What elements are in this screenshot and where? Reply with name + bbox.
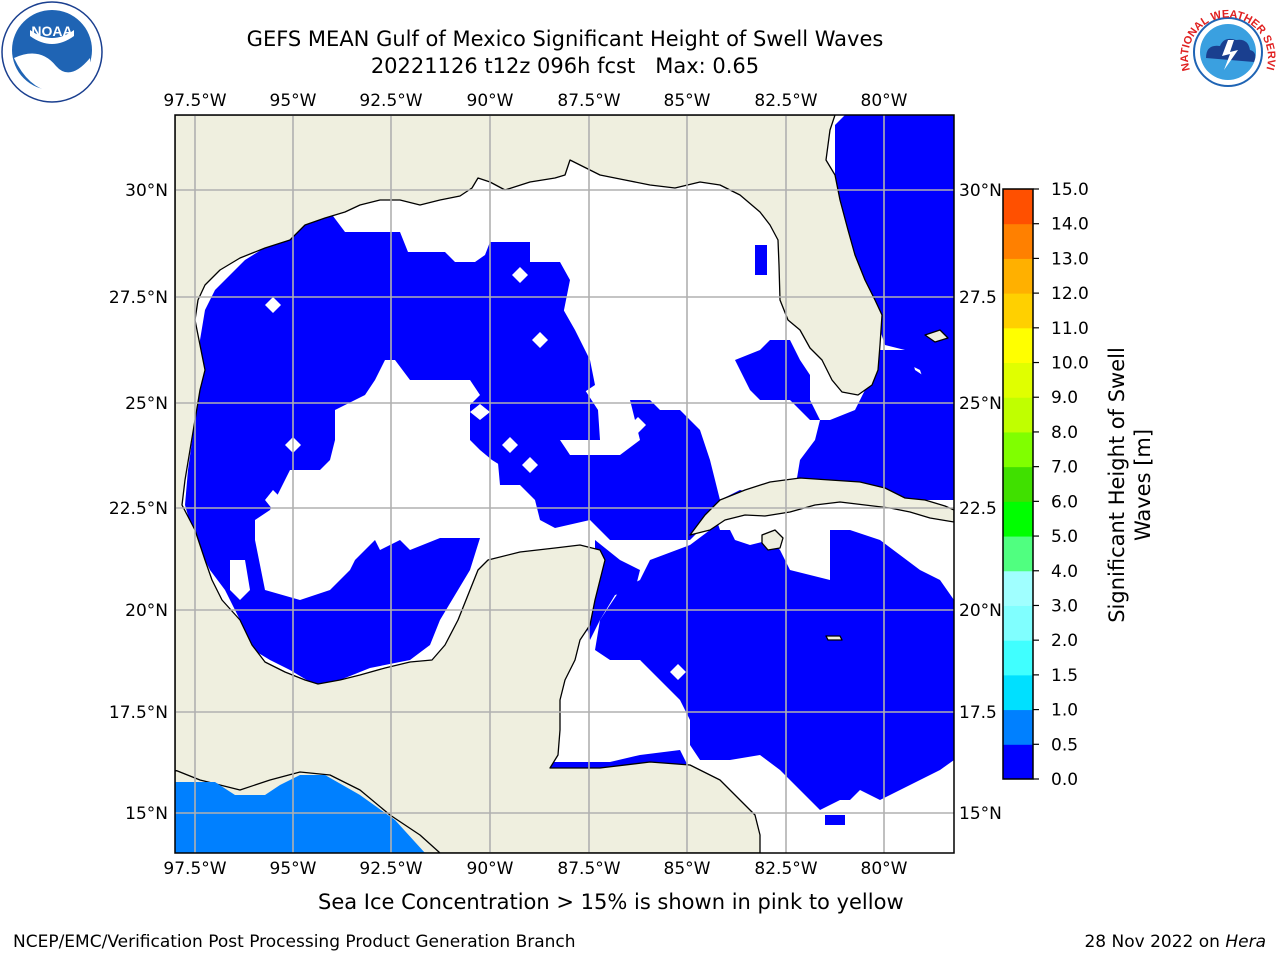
colorbar-label-line1: Significant Height of Swell <box>1105 347 1129 623</box>
land-small-island <box>825 635 843 641</box>
colorbar-tick-label: 7.0 <box>1051 458 1078 478</box>
colorbar-tick-label: 5.0 <box>1051 527 1078 547</box>
colorbar-segment <box>1003 431 1033 468</box>
colorbar-segment <box>1003 397 1033 433</box>
colorbar-tick-label: 13.0 <box>1051 249 1089 269</box>
colorbar-segment <box>1003 466 1033 502</box>
colorbar-segment <box>1003 362 1033 398</box>
lat-label-right: 20°N <box>959 601 1002 621</box>
colorbar-tick-label: 4.0 <box>1051 562 1078 582</box>
lat-label-right: 27.5 <box>959 288 997 308</box>
land-cuba <box>689 477 954 536</box>
lon-label-bottom: 80°W <box>861 859 908 879</box>
noaa-logo-text: NOAA <box>31 23 72 39</box>
colorbar-segment <box>1003 640 1033 676</box>
colorbar-frame <box>1002 188 1034 780</box>
swell-region-atlantic <box>835 115 954 420</box>
lat-label-right: 30°N <box>959 181 1002 201</box>
lon-label-top: 87.5°W <box>557 91 620 111</box>
lon-labels-top: 97.5°W 95°W 92.5°W 90°W 87.5°W 85°W 82.5°W 80°W <box>163 91 907 111</box>
lon-label-bottom: 87.5°W <box>557 859 620 879</box>
colorbar-tick-label: 6.0 <box>1051 492 1078 512</box>
lat-label-right: 17.5 <box>959 703 997 723</box>
colorbar-tick-label: 2.0 <box>1051 631 1078 651</box>
sea-ice-note: Sea Ice Concentration > 15% is shown in … <box>318 890 904 914</box>
map-grid <box>175 115 954 853</box>
colorbar-segment <box>1003 258 1033 294</box>
lat-label-left: 22.5°N <box>109 499 168 519</box>
colorbar-segment <box>1003 223 1033 259</box>
lat-label-left: 20°N <box>125 601 168 621</box>
lon-label-bottom: 95°W <box>270 859 317 879</box>
land-bahamas <box>924 329 949 343</box>
map-subtitle-forecast: 20221126 t12z 096h fcst Max: 0.65 <box>370 54 760 78</box>
footer-machine: Hera <box>1225 932 1266 952</box>
lon-label-bottom: 82.5°W <box>754 859 817 879</box>
colorbar-segment <box>1003 605 1033 641</box>
nws-logo: NATIONAL WEATHER SERVICE <box>1176 0 1278 102</box>
lon-label-top: 97.5°W <box>163 91 226 111</box>
map-title: GEFS MEAN Gulf of Mexico Significant Hei… <box>246 27 884 51</box>
lon-label-bottom: 92.5°W <box>359 859 422 879</box>
colorbar-segment <box>1003 293 1033 329</box>
colorbar-tick-label: 0.0 <box>1051 770 1078 790</box>
colorbar-tick-label: 8.0 <box>1051 423 1078 443</box>
lat-label-right: 15°N <box>959 804 1002 824</box>
colorbar-segment <box>1003 189 1033 225</box>
lat-label-left: 27.5°N <box>109 288 168 308</box>
colorbar-label-line2: Waves [m] <box>1131 429 1155 541</box>
colorbar-segment <box>1003 674 1033 711</box>
lon-label-top: 85°W <box>664 91 711 111</box>
lon-label-top: 82.5°W <box>754 91 817 111</box>
swell-cell <box>755 245 767 275</box>
lon-label-bottom: 90°W <box>467 859 514 879</box>
colorbar-tick-label: 3.0 <box>1051 596 1078 616</box>
colorbar-segment <box>1003 327 1033 364</box>
colorbar: 0.0 0.5 1.0 1.5 2.0 3.0 4.0 5.0 6.0 7.0 8.0 9.0 10.0… <box>1002 180 1089 790</box>
lat-label-left: 25°N <box>125 394 168 414</box>
lat-labels-right: 30°N 27.5 25°N 22.5 20°N 17.5 15°N <box>959 181 1002 824</box>
colorbar-segment <box>1003 709 1033 745</box>
swell-region-pacific <box>175 775 425 853</box>
noaa-logo: NOAA <box>1 1 103 103</box>
lat-label-left: 15°N <box>125 804 168 824</box>
lon-label-top: 95°W <box>270 91 317 111</box>
swell-cell <box>825 815 845 825</box>
colorbar-tick-label: 11.0 <box>1051 319 1089 339</box>
swell-region-east <box>595 340 954 810</box>
colorbar-tick-label: 14.0 <box>1051 215 1089 235</box>
lon-label-top: 80°W <box>861 91 908 111</box>
lat-labels-left: 30°N 27.5°N 25°N 22.5°N 20°N 17.5°N 15°N <box>109 181 168 824</box>
lat-label-left: 30°N <box>125 181 168 201</box>
footer-date-text: 28 Nov 2022 on <box>1084 932 1226 952</box>
colorbar-segment <box>1003 744 1033 780</box>
colorbar-tick-label: 10.0 <box>1051 354 1089 374</box>
lon-labels-bottom: 97.5°W 95°W 92.5°W 90°W 87.5°W 85°W 82.5°W 80°W <box>163 859 907 879</box>
colorbar-tick-label: 1.5 <box>1051 666 1078 686</box>
footer-date: 28 Nov 2022 on Hera <box>1084 932 1266 952</box>
lat-label-right: 22.5 <box>959 499 997 519</box>
footer-branch: NCEP/EMC/Verification Post Processing Pr… <box>13 932 576 952</box>
lon-label-bottom: 97.5°W <box>163 859 226 879</box>
colorbar-tick-label: 12.0 <box>1051 284 1089 304</box>
land-north-america <box>175 115 883 853</box>
map-frame <box>174 114 955 854</box>
lon-label-top: 92.5°W <box>359 91 422 111</box>
colorbar-tick-label: 0.5 <box>1051 735 1078 755</box>
lon-label-top: 90°W <box>467 91 514 111</box>
colorbar-segment <box>1003 570 1033 606</box>
colorbar-tick-label: 15.0 <box>1051 180 1089 200</box>
land-isle-of-youth <box>761 529 784 551</box>
lon-label-bottom: 85°W <box>664 859 711 879</box>
land <box>175 115 954 853</box>
lat-label-right: 25°N <box>959 394 1002 414</box>
colorbar-tick-label: 9.0 <box>1051 388 1078 408</box>
colorbar-segment <box>1003 536 1033 572</box>
lat-label-left: 17.5°N <box>109 703 168 723</box>
colorbar-tick-label: 1.0 <box>1051 701 1078 721</box>
colorbar-segment <box>1003 501 1033 537</box>
